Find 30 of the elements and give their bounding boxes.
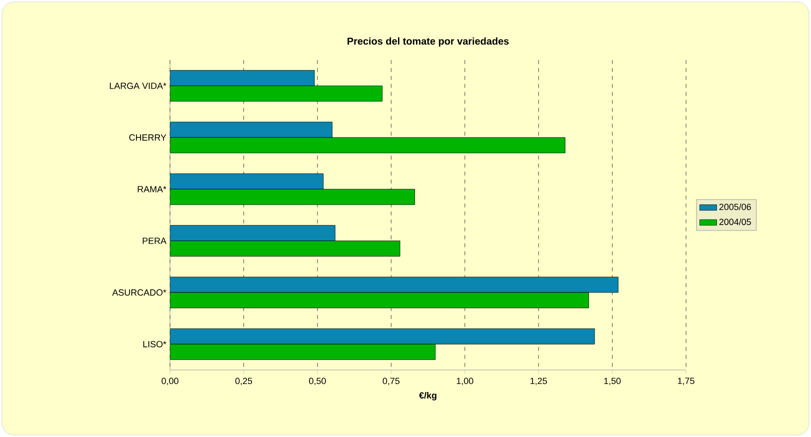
x-tick-label: 1,25 xyxy=(530,378,547,386)
bar xyxy=(170,70,315,86)
x-tick-label: 0,75 xyxy=(382,378,400,386)
bar xyxy=(170,188,415,205)
y-tick-label: PERA xyxy=(142,238,166,244)
y-tick-label: LARGA VIDA* xyxy=(110,82,166,90)
bar xyxy=(170,225,336,242)
bar xyxy=(170,344,436,360)
x-tick-label: 1,00 xyxy=(456,378,474,386)
bar xyxy=(170,137,566,154)
bar xyxy=(170,122,332,138)
bar xyxy=(170,240,400,257)
x-tick-label: 0,25 xyxy=(235,378,252,386)
bar xyxy=(170,86,383,102)
y-tick-label: LISO* xyxy=(143,340,166,348)
x-tick-label: 0,00 xyxy=(162,378,178,386)
y-tick-label: CHERRY xyxy=(129,134,166,141)
legend-label: 2005/06 xyxy=(719,204,751,210)
legend-label: 2004/05 xyxy=(719,218,751,226)
x-tick-label: 1,75 xyxy=(678,378,694,386)
x-axis-title: €/kg xyxy=(419,392,436,400)
x-tick-label: 1,50 xyxy=(604,378,621,386)
y-tick-label: RAMA* xyxy=(138,186,166,192)
chart-title: Precios del tomate por variedades xyxy=(348,37,509,47)
y-tick-label: ASURCADO* xyxy=(112,289,166,296)
bar xyxy=(170,276,618,293)
bar xyxy=(170,173,324,190)
x-tick-label: 0,50 xyxy=(309,378,326,386)
bar xyxy=(170,328,595,344)
bar xyxy=(170,292,589,308)
